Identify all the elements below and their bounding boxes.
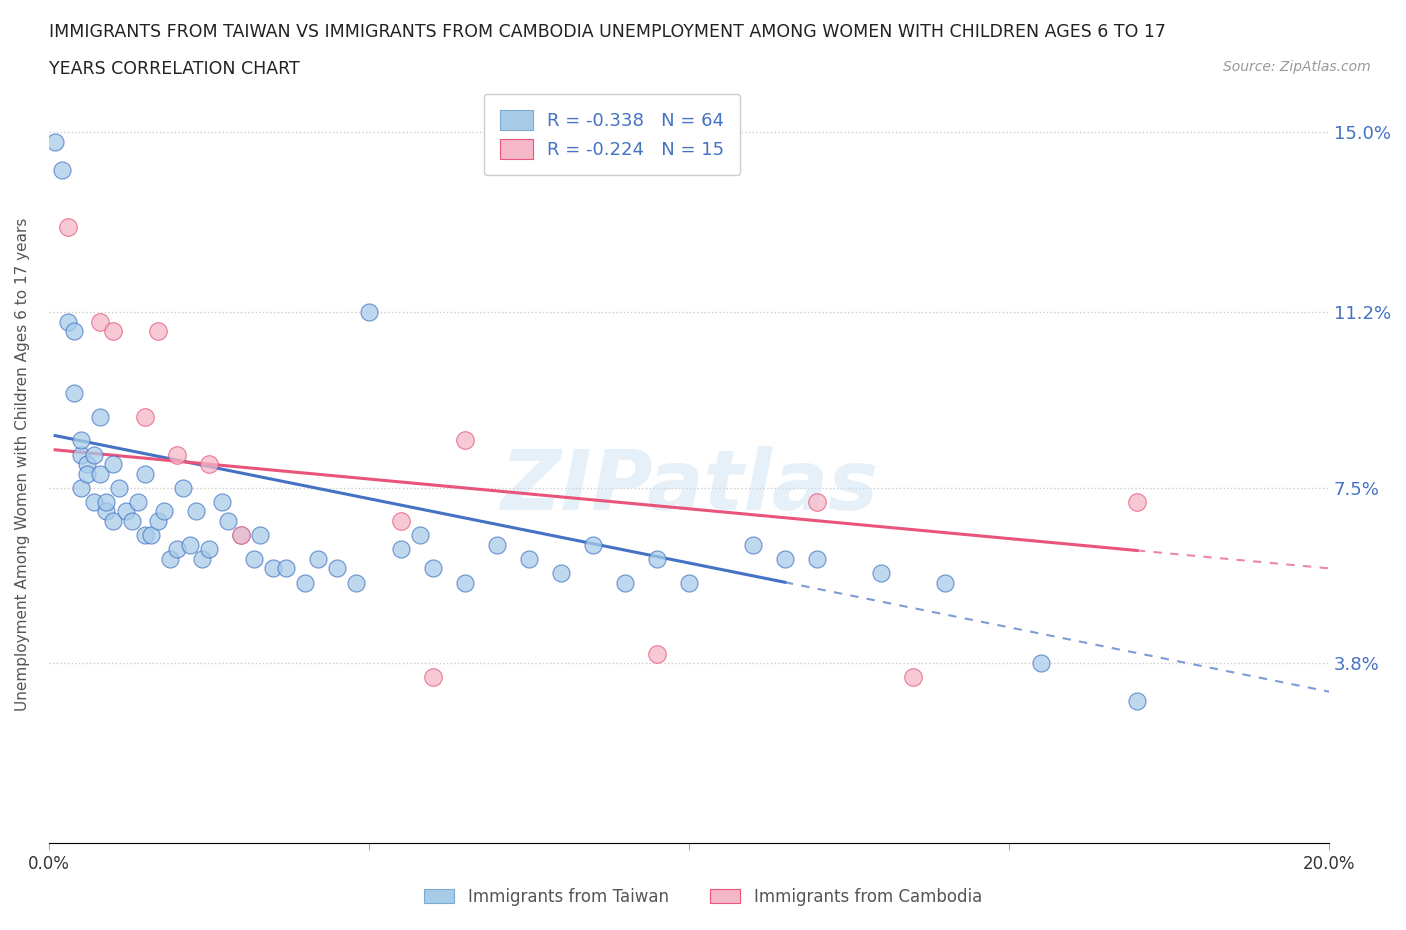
Point [63,386,86,401]
Point [517,551,540,566]
Point [645,551,668,566]
Point [63,324,86,339]
Point [409,527,432,542]
Point [134,409,156,424]
Point [242,551,264,566]
Point [229,527,252,542]
Point [184,504,207,519]
Legend: Immigrants from Taiwan, Immigrants from Cambodia: Immigrants from Taiwan, Immigrants from … [418,881,988,912]
Point [56,314,79,329]
Point [357,305,380,320]
Point [76,457,98,472]
Point [179,538,201,552]
Point [121,513,143,528]
Point [870,565,893,580]
Point [134,527,156,542]
Point [678,575,700,590]
Point [134,466,156,481]
Point [294,575,316,590]
Text: ZIPatlas: ZIPatlas [501,446,877,527]
Point [69,480,91,495]
Point [934,575,956,590]
Point [89,466,111,481]
Point [159,551,181,566]
Point [229,527,252,542]
Point [806,495,828,510]
Point [44,134,66,149]
Point [389,513,412,528]
Point [101,513,124,528]
Point [901,670,924,684]
Point [806,551,828,566]
Point [89,409,111,424]
Point [166,542,188,557]
Point [1126,694,1149,709]
Point [197,457,219,472]
Point [76,466,98,481]
Legend: R = -0.338   N = 64, R = -0.224   N = 15: R = -0.338 N = 64, R = -0.224 N = 15 [484,94,741,175]
Point [485,538,508,552]
Point [96,495,118,510]
Point [114,504,136,519]
Point [582,538,605,552]
Point [773,551,796,566]
Point [83,495,105,510]
Point [89,314,111,329]
Point [550,565,572,580]
Y-axis label: Unemployment Among Women with Children Ages 6 to 17 years: Unemployment Among Women with Children A… [15,218,30,711]
Point [307,551,329,566]
Point [613,575,636,590]
Point [172,480,194,495]
Point [153,504,176,519]
Point [146,513,169,528]
Point [645,646,668,661]
Point [96,504,118,519]
Point [197,542,219,557]
Point [454,432,477,447]
Point [1126,495,1149,510]
Point [422,561,444,576]
Point [344,575,367,590]
Text: YEARS CORRELATION CHART: YEARS CORRELATION CHART [49,60,299,78]
Point [141,527,163,542]
Point [191,551,214,566]
Point [166,447,188,462]
Point [389,542,412,557]
Point [217,513,239,528]
Point [326,561,349,576]
Point [211,495,233,510]
Point [1029,656,1052,671]
Point [422,670,444,684]
Point [56,219,79,234]
Point [262,561,284,576]
Point [274,561,297,576]
Point [83,447,105,462]
Point [454,575,477,590]
Point [101,457,124,472]
Point [69,447,91,462]
Point [69,432,91,447]
Point [108,480,131,495]
Point [146,324,169,339]
Point [127,495,149,510]
Point [249,527,271,542]
Point [51,163,73,178]
Text: Source: ZipAtlas.com: Source: ZipAtlas.com [1223,60,1371,74]
Point [101,324,124,339]
Point [741,538,763,552]
Text: IMMIGRANTS FROM TAIWAN VS IMMIGRANTS FROM CAMBODIA UNEMPLOYMENT AMONG WOMEN WITH: IMMIGRANTS FROM TAIWAN VS IMMIGRANTS FRO… [49,23,1166,41]
